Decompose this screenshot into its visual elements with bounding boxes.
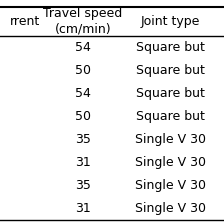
Text: Square but: Square but xyxy=(136,110,205,123)
Text: 50: 50 xyxy=(75,64,91,77)
Text: Single V 30: Single V 30 xyxy=(135,179,206,192)
Text: Single V 30: Single V 30 xyxy=(135,156,206,169)
Text: 31: 31 xyxy=(75,156,91,169)
Text: Single V 30: Single V 30 xyxy=(135,133,206,146)
Text: Single V 30: Single V 30 xyxy=(135,202,206,215)
Text: 35: 35 xyxy=(75,179,91,192)
Text: Travel speed
(cm/min): Travel speed (cm/min) xyxy=(43,7,123,35)
Text: 50: 50 xyxy=(75,110,91,123)
Text: Joint type: Joint type xyxy=(140,15,200,28)
Text: 54: 54 xyxy=(75,87,91,100)
Text: rrent: rrent xyxy=(9,15,40,28)
Text: 31: 31 xyxy=(75,202,91,215)
Text: 54: 54 xyxy=(75,41,91,54)
Text: Square but: Square but xyxy=(136,64,205,77)
Text: 35: 35 xyxy=(75,133,91,146)
Text: Square but: Square but xyxy=(136,41,205,54)
Text: Square but: Square but xyxy=(136,87,205,100)
